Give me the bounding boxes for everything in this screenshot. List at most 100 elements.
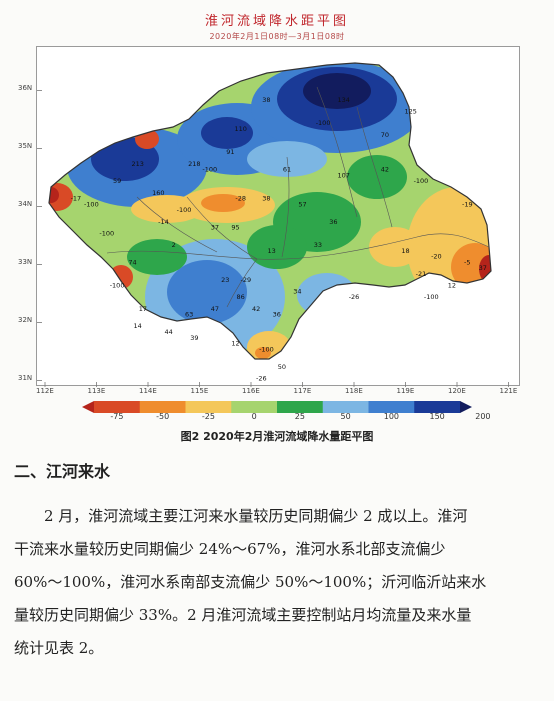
station-value: 61: [283, 166, 291, 174]
section-heading: 二、江河来水: [14, 462, 111, 481]
station-value: 17: [139, 305, 147, 313]
legend-swatch: [368, 401, 415, 413]
lon-label: 117E: [293, 387, 312, 395]
lon-label: 112E: [36, 387, 54, 395]
paragraph-line: 量较历史同期偏少 33%。2 月淮河流域主要控制站月均流量及来水量: [14, 606, 472, 624]
station-value: 34: [293, 287, 301, 295]
map-grid-ticks: [37, 90, 509, 387]
legend-swatch: [414, 401, 461, 413]
color-legend: -75 -50 -25 0 25 50 100 150 200: [82, 398, 491, 422]
lon-label: 113E: [87, 387, 106, 395]
station-value: 63: [185, 311, 193, 319]
station-value: 38: [262, 195, 270, 203]
station-value: 2: [172, 241, 176, 249]
station-value: -17: [71, 195, 82, 203]
station-value: 37: [479, 264, 487, 272]
anomaly-contour-fill: [49, 63, 491, 359]
basin-boundary: [48, 62, 492, 360]
station-value: 218: [188, 160, 200, 168]
legend-swatch: [231, 401, 278, 413]
legend-swatch: [185, 401, 232, 413]
station-value: 33: [314, 241, 322, 249]
station-value: 23: [221, 276, 229, 284]
station-value: 160: [152, 189, 164, 197]
lat-label: 35N: [18, 142, 33, 151]
paragraph-line: 60%～100%，淮河水系南部支流偏少 50%～100%；沂河临沂站来水: [14, 573, 487, 591]
station-value: -28: [235, 195, 246, 203]
legend-label: 200: [475, 412, 491, 421]
station-value: -100: [99, 229, 114, 237]
station-value: 86: [237, 293, 245, 301]
legend-arrow-right: [460, 401, 472, 413]
legend-label: -75: [110, 412, 124, 421]
station-value: -100: [259, 345, 274, 353]
lon-label: 121E: [499, 387, 518, 395]
station-value: -100: [414, 177, 429, 185]
legend-colorbar: [82, 401, 472, 413]
station-value: 18: [401, 247, 409, 255]
station-value: 12: [231, 340, 239, 348]
paragraph-line: 统计见表 2。: [14, 639, 104, 657]
station-value: 134: [337, 96, 349, 104]
legend-swatch: [277, 401, 324, 413]
figure-caption: 图2 2020年2月淮河流域降水量距平图: [180, 430, 374, 443]
station-value: -100: [424, 293, 439, 301]
lat-label: 33N: [18, 258, 33, 267]
station-value: 107: [337, 171, 349, 179]
station-value: 14: [134, 322, 142, 330]
station-value: 213: [131, 160, 143, 168]
station-value: -29: [241, 276, 252, 284]
station-value: -26: [349, 293, 360, 301]
station-value: 47: [211, 305, 219, 313]
precipitation-anomaly-map: -17 -100 59 213 160 218 -100 91 110 38 -100 134 125 7…: [36, 46, 520, 387]
station-value: 125: [404, 108, 416, 116]
station-value: -21: [416, 270, 427, 278]
station-value: 13: [267, 247, 275, 255]
station-value: -100: [84, 200, 99, 208]
legend-label: 50: [340, 412, 351, 421]
station-value: 74: [128, 258, 136, 266]
body-paragraph: 2 月，淮河流域主要江河来水量较历史同期偏少 2 成以上。淮河 干流来水量较历史…: [14, 500, 544, 665]
station-value: 42: [252, 305, 260, 313]
river-network: [106, 86, 490, 308]
legend-label: -50: [156, 412, 170, 421]
station-value: 42: [381, 166, 389, 174]
station-value: 70: [381, 131, 389, 139]
lon-label: 116E: [242, 387, 260, 395]
lon-label: 118E: [345, 387, 363, 395]
map-title: 淮河流域降水距平图: [204, 14, 349, 29]
lat-label: 32N: [18, 316, 33, 325]
map-canvas: -17-10059213160218-1009111038-1001341257…: [37, 62, 509, 387]
legend-swatch: [139, 401, 186, 413]
station-value: 110: [234, 125, 246, 133]
lat-label: 36N: [18, 84, 33, 93]
station-value: 36: [329, 218, 337, 226]
legend-label: -25: [201, 412, 215, 421]
paragraph-line: 2 月，淮河流域主要江河来水量较历史同期偏少 2 成以上。淮河: [44, 507, 468, 525]
lon-label: 114E: [139, 387, 157, 395]
station-value: 36: [273, 311, 281, 319]
station-value: 95: [231, 224, 239, 232]
station-value: -26: [256, 374, 267, 382]
station-value: 44: [164, 328, 172, 336]
station-value: -100: [110, 282, 125, 290]
legend-label: 25: [294, 412, 305, 421]
station-value: -5: [464, 258, 470, 266]
station-value: 12: [448, 282, 456, 290]
station-value: 57: [298, 200, 306, 208]
lon-label: 119E: [396, 387, 415, 395]
station-value: 38: [262, 96, 270, 104]
station-value: -100: [202, 166, 217, 174]
station-value: 37: [211, 224, 219, 232]
paragraph-line: 干流来水量较历史同期偏少 24%～67%，淮河水系北部支流偏少: [14, 540, 446, 558]
station-value: 59: [113, 177, 121, 185]
station-value: -19: [462, 200, 473, 208]
legend-label: 0: [251, 412, 257, 421]
legend-label: 100: [383, 412, 400, 421]
station-value: 91: [226, 148, 234, 156]
legend-arrow-left: [82, 401, 94, 413]
legend-label: 150: [429, 412, 445, 421]
station-value: 50: [278, 363, 286, 371]
station-value: 39: [190, 334, 198, 342]
